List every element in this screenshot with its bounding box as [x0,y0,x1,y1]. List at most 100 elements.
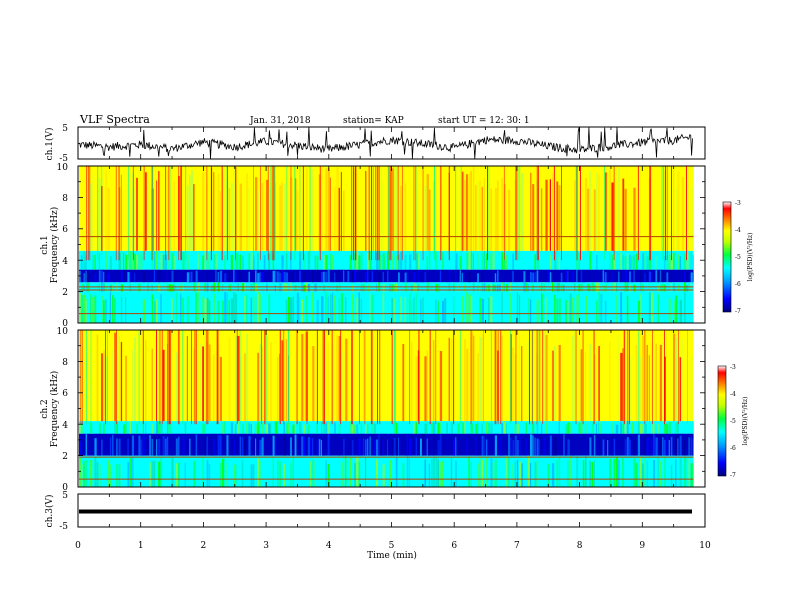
spectrogram-strip [365,439,367,456]
spectrogram-strip [558,256,560,270]
spectrogram-strip [578,294,581,323]
spectrogram-strip [382,292,385,323]
spectrogram-strip [378,434,380,456]
spectrogram-strip [316,424,318,434]
spectrogram-strip [114,332,117,422]
spectrogram-strip [591,462,594,487]
spectrogram-strip [536,299,539,323]
sferic-spike [132,166,134,261]
spectrogram-strip [415,270,418,283]
spectrogram-band [79,291,694,323]
spectrogram-strip [668,255,671,270]
sferic-spike [529,330,530,425]
spectrogram-strip [604,300,607,323]
spectrogram-strip [505,284,509,292]
spectrogram-strip [118,252,121,270]
spectrogram-strip [105,170,108,251]
spectrogram-band [79,421,694,434]
spectrogram-strip [624,188,627,251]
spectrogram-strip [301,270,304,283]
spectrogram-strip [226,435,229,456]
spectrogram-strip [692,462,694,487]
spectrogram-strip [477,284,479,292]
spectrogram-strip [142,434,145,456]
spectrogram-strip [206,436,208,456]
spectrogram-strip [424,283,427,292]
ytick-spec2-2: 2 [62,452,68,462]
spectrogram-strip [345,167,348,251]
spectrogram-strip [151,439,154,456]
spectrogram-strip [142,284,144,292]
spectrogram-strip [248,187,250,251]
spectrogram-strip [461,422,464,434]
spectrogram-strip [461,296,464,323]
spectrogram-strip [424,459,427,487]
spectrogram-strip [283,433,286,456]
spectrogram-strip [164,438,167,456]
spectrogram-strip [508,189,511,251]
sferic-spike [378,166,380,261]
spectrogram-strip [411,284,413,292]
spectrogram-strip [593,434,596,456]
spectrogram-strip [94,438,97,456]
spectrogram-strip [147,283,149,292]
spectrogram-strip [393,461,396,487]
spectrogram-strip [626,436,629,456]
spectrogram-strip [448,283,451,292]
spectrogram-strip [620,283,622,292]
spectrogram-strip [186,254,189,270]
spectrogram-strip [257,421,260,434]
spectrogram-strip [338,336,341,421]
spectrogram-strip [285,462,288,487]
spectrogram-strip [673,169,675,251]
spectrogram-strip [622,348,624,422]
spectrogram-strip [651,292,654,323]
spectrogram-strip [576,255,578,270]
sferic-spike [253,166,254,261]
spectrogram-strip [552,350,554,421]
ytick-ch1-bottom: -5 [59,154,68,164]
spectrogram-strip [673,300,675,323]
spectrogram-strip [321,440,322,456]
spectrogram-strip [499,424,501,434]
spectrogram-strip [490,458,493,487]
sferic-spike [286,166,288,261]
spectrogram-strip [120,341,123,421]
spectrogram-strip [413,297,415,323]
spectrogram-strip [184,421,187,434]
spectrogram-strip [519,435,521,456]
spectrogram-strip [664,423,667,434]
spectrogram-strip [270,422,272,434]
spectrogram-strip [338,297,341,323]
spectrogram-strip [626,424,629,434]
spectrogram-band [79,269,694,283]
spectrogram-strip [193,434,196,456]
spectrogram-strip [244,283,246,292]
spectrogram-strip [180,293,182,323]
spectrogram-strip [153,301,156,323]
spectrogram-strip [191,349,193,422]
spectrogram-strip [563,434,565,456]
spectrogram-strip [437,284,440,292]
spectrogram-strip [492,271,495,283]
spectrogram-strip [296,191,299,251]
spectrogram-strip [521,173,524,251]
spectrogram-strip [235,424,237,434]
spectrogram-strip [98,270,101,283]
spectrogram-strip [642,424,644,434]
spectrogram-strip [492,462,495,487]
sferic-spike [401,166,403,261]
sferic-spike [391,330,393,425]
spectrogram-strip [96,292,98,323]
spectrogram-strip [675,187,678,251]
spectrogram-strip [237,335,240,422]
spectrogram-strip [453,255,455,270]
spectrogram-strip [538,284,541,292]
spectrogram-strip [532,422,535,434]
ytick-spec1-2: 2 [62,288,68,298]
spectrogram-strip [112,434,114,456]
spectrogram-strip [589,284,591,292]
spectrogram-strip [622,458,624,487]
sferic-spike [519,166,521,261]
spectrogram-strip [134,253,136,270]
